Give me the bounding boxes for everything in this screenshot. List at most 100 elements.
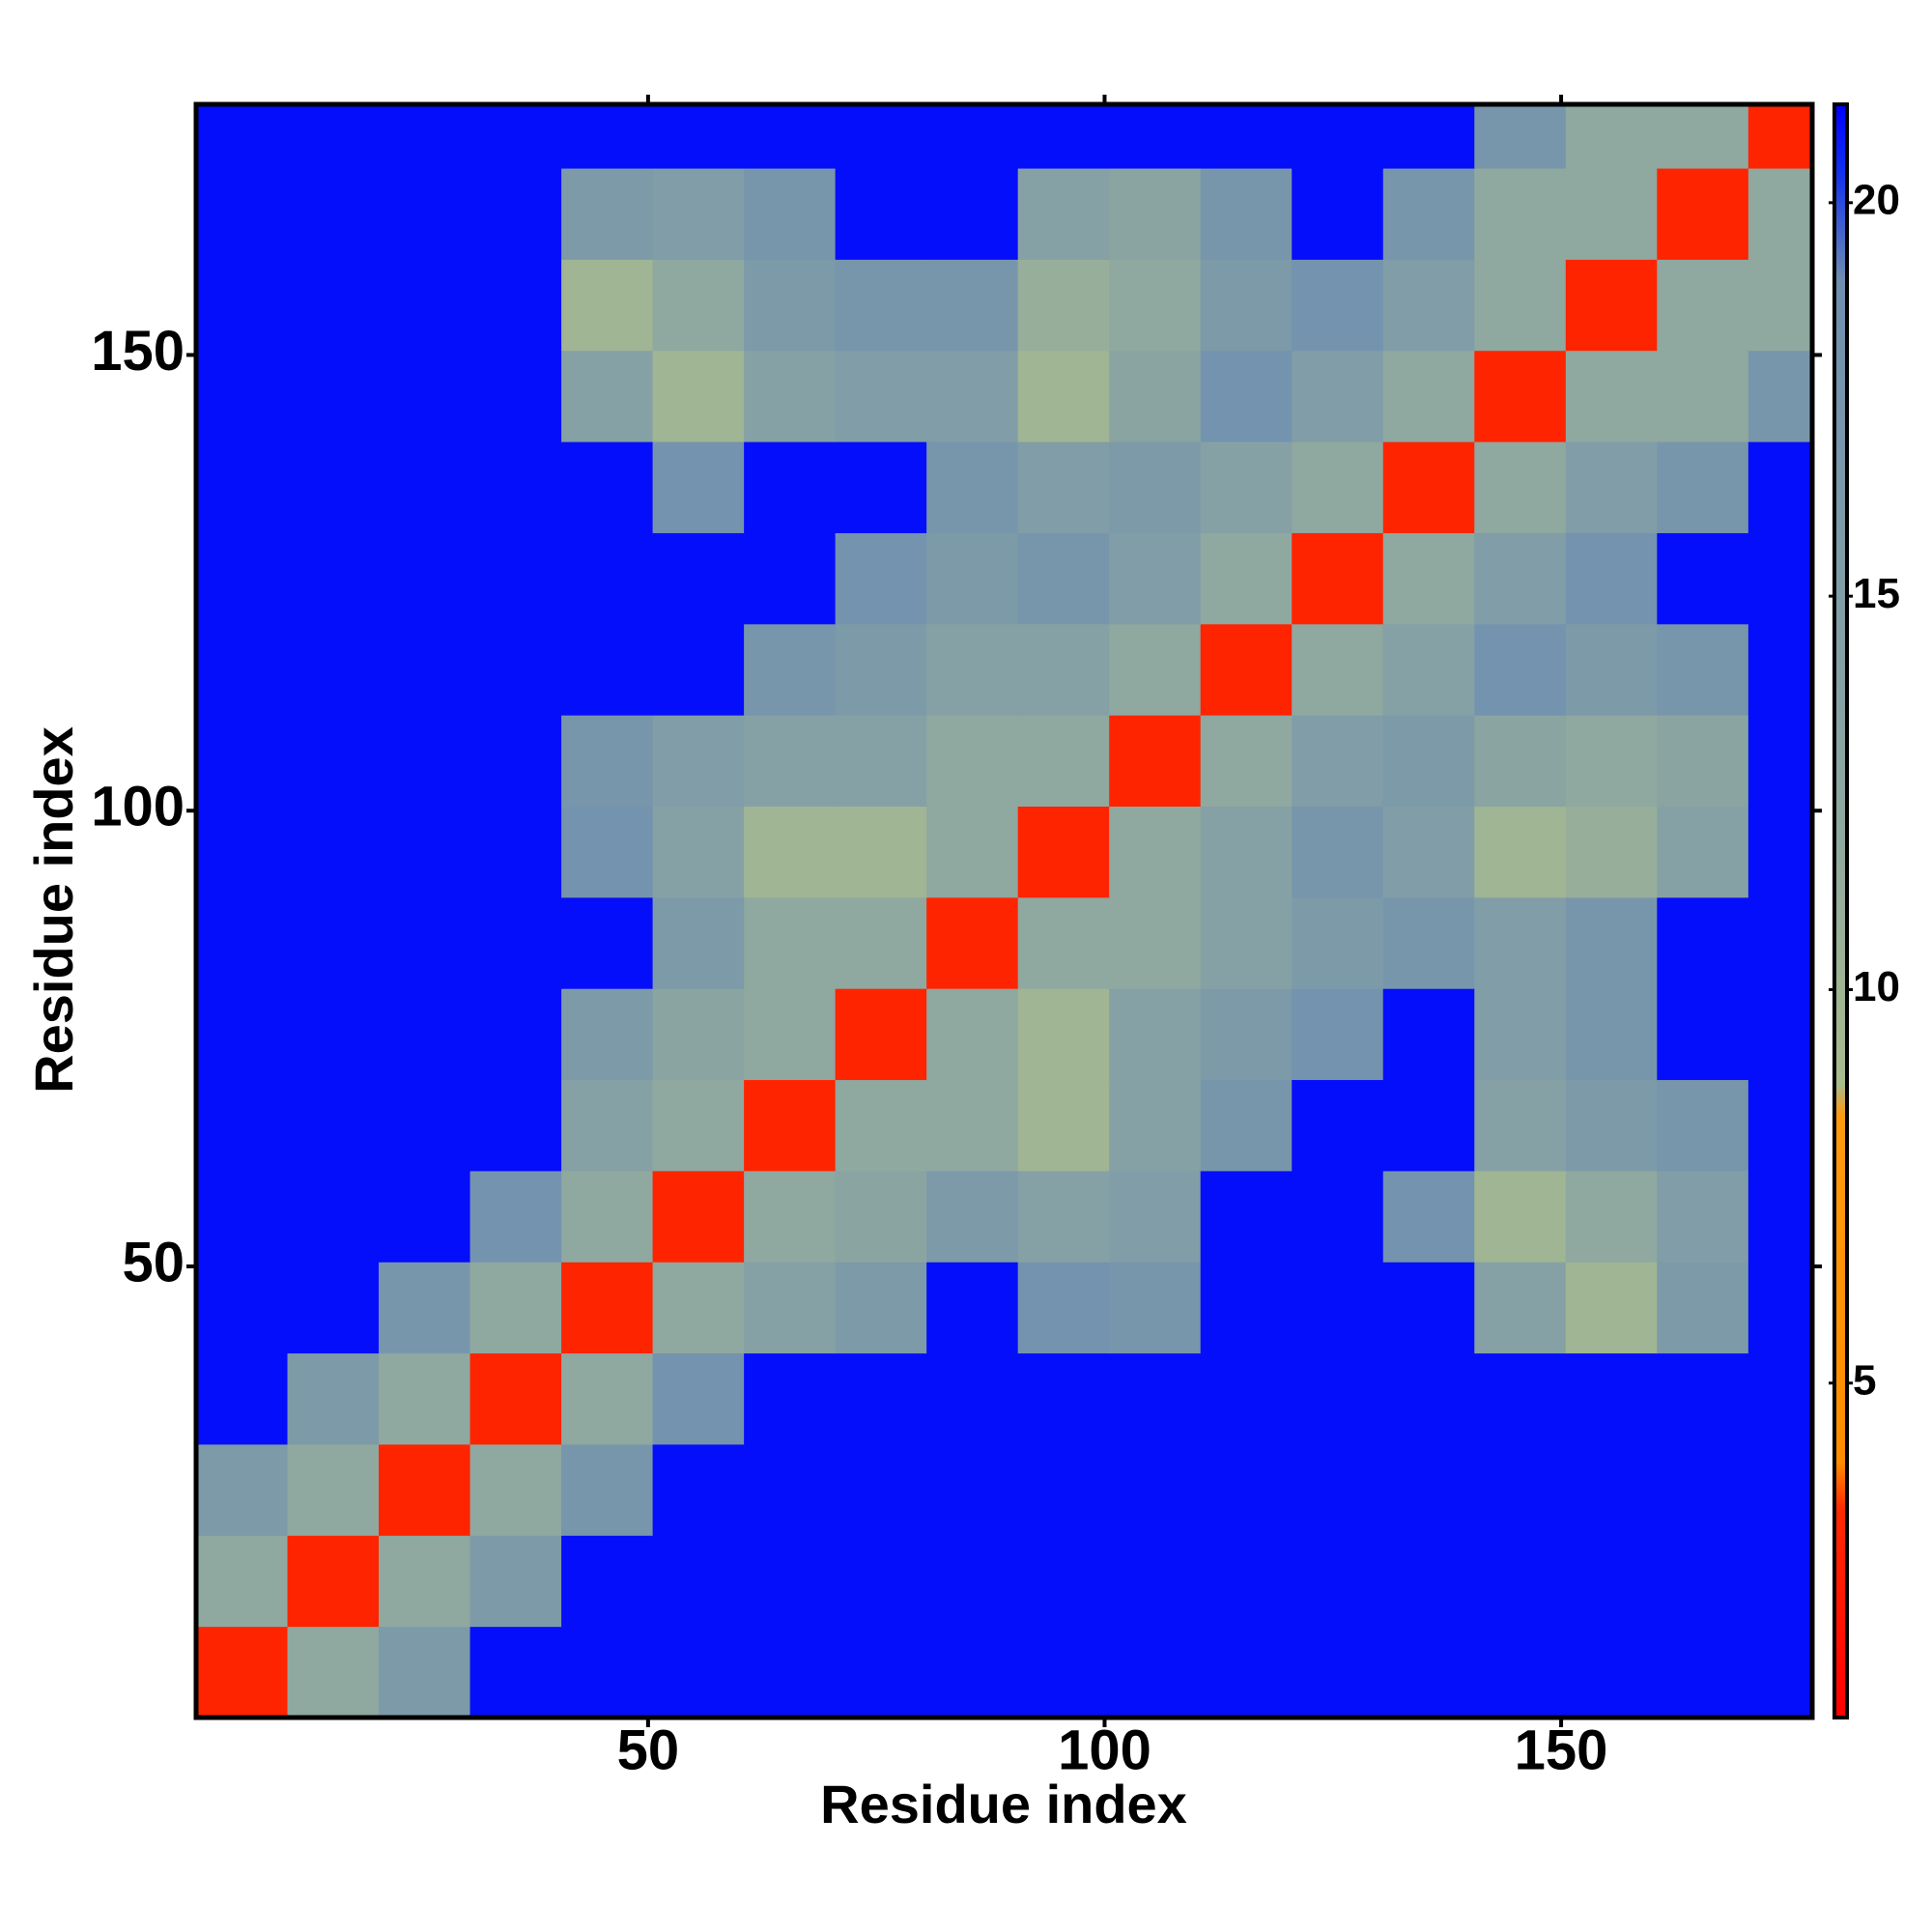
heatmap-cell	[561, 988, 654, 1081]
heatmap-cell	[1109, 896, 1202, 989]
heatmap-cell	[196, 1262, 289, 1354]
heatmap-cell	[1657, 715, 1749, 807]
heatmap-cell	[1747, 715, 1813, 807]
heatmap-cell	[652, 532, 745, 625]
heatmap-cell	[1382, 1443, 1475, 1536]
heatmap-cell	[1109, 715, 1202, 807]
heatmap-cell	[379, 623, 471, 716]
heatmap-cell	[835, 1352, 927, 1445]
heatmap-cell	[1017, 104, 1110, 169]
heatmap-cell	[1657, 259, 1749, 352]
heatmap-cell	[469, 104, 562, 169]
heatmap-cell	[744, 1535, 837, 1628]
heatmap-cell	[744, 259, 837, 352]
heatmap-cell	[379, 1626, 471, 1719]
heatmap-cell	[1017, 350, 1110, 442]
heatmap-cell	[744, 1626, 837, 1719]
heatmap-cell	[469, 1352, 562, 1445]
heatmap-cell	[196, 896, 289, 989]
heatmap-cell	[1565, 1352, 1658, 1445]
heatmap-cell	[1657, 1443, 1749, 1536]
heatmap-cell	[379, 1352, 471, 1445]
heatmap-cell	[652, 988, 745, 1081]
heatmap-cell	[1200, 715, 1293, 807]
heatmap-cell	[1565, 532, 1658, 625]
heatmap-cell	[652, 1262, 745, 1354]
heatmap-cell	[926, 715, 1019, 807]
heatmap-cell	[1200, 104, 1293, 169]
heatmap-cell	[1109, 350, 1202, 442]
heatmap-cell	[196, 988, 289, 1081]
heatmap-cell	[1657, 806, 1749, 898]
heatmap-cell	[1657, 1626, 1749, 1719]
heatmap-cell	[1200, 1170, 1293, 1263]
heatmap-cell	[1292, 1262, 1384, 1354]
heatmap-cell	[287, 988, 380, 1081]
heatmap-cell	[1017, 623, 1110, 716]
heatmap-cell	[835, 715, 927, 807]
heatmap-cell	[1382, 1352, 1475, 1445]
heatmap-cell	[1017, 806, 1110, 898]
heatmap-cell	[1109, 168, 1202, 260]
heatmap-cell	[1017, 441, 1110, 533]
heatmap-cell	[1109, 1443, 1202, 1536]
y-tick-label: 100	[91, 776, 185, 838]
heatmap-cell	[469, 1079, 562, 1172]
heatmap-cell	[561, 1262, 654, 1354]
heatmap-cell	[1747, 896, 1813, 989]
heatmap-cell	[1382, 1079, 1475, 1172]
heatmap-cell	[1200, 1079, 1293, 1172]
heatmap-cell	[926, 1535, 1019, 1628]
heatmap-cell	[379, 1443, 471, 1536]
heatmap-cell	[1474, 532, 1567, 625]
heatmap-cell	[1565, 715, 1658, 807]
heatmap-cell	[1657, 1262, 1749, 1354]
heatmap-cell	[1747, 1079, 1813, 1172]
heatmap-cell	[1382, 988, 1475, 1081]
heatmap-cell	[1474, 1079, 1567, 1172]
heatmap-cell	[1565, 1443, 1658, 1536]
heatmap-cell	[287, 1262, 380, 1354]
heatmap-cell	[1382, 350, 1475, 442]
heatmap-cell	[1565, 1079, 1658, 1172]
heatmap-cell	[287, 259, 380, 352]
heatmap-cell	[287, 104, 380, 169]
heatmap-cell	[1109, 441, 1202, 533]
heatmap-cell	[1747, 988, 1813, 1081]
colorbar: 5 10 15 20	[1829, 102, 1900, 1719]
heatmap-cell	[379, 896, 471, 989]
heatmap-cell	[835, 1626, 927, 1719]
heatmap-cell	[1017, 715, 1110, 807]
heatmap-cell	[1017, 168, 1110, 260]
heatmap-cell	[379, 532, 471, 625]
heatmap-cell	[926, 806, 1019, 898]
heatmap-cell	[287, 715, 380, 807]
heatmap-cell	[1747, 1443, 1813, 1536]
heatmap-cell	[1292, 104, 1384, 169]
x-tick-label: 50	[617, 1719, 680, 1781]
heatmap-cell	[469, 350, 562, 442]
y-tick-label: 50	[122, 1231, 185, 1293]
heatmap-cell	[1292, 1626, 1384, 1719]
heatmap-cell	[1474, 715, 1567, 807]
heatmap-cell	[561, 623, 654, 716]
heatmap-cell	[1474, 1443, 1567, 1536]
heatmap-cell	[926, 350, 1019, 442]
heatmap-cell	[1292, 896, 1384, 989]
heatmap-cell	[1017, 896, 1110, 989]
heatmap-cell	[1657, 104, 1749, 169]
heatmap-cell	[1200, 896, 1293, 989]
heatmap-cell	[1017, 259, 1110, 352]
heatmap-cell	[1474, 623, 1567, 716]
heatmap-cell	[196, 623, 289, 716]
heatmap-cell	[926, 1079, 1019, 1172]
heatmap-cell	[1747, 623, 1813, 716]
heatmap-cell	[1200, 806, 1293, 898]
heatmap-cell	[926, 988, 1019, 1081]
colorbar-tick-label: 10	[1853, 963, 1900, 1010]
heatmap-cell	[196, 715, 289, 807]
heatmap-cell	[287, 806, 380, 898]
heatmap-cell	[561, 896, 654, 989]
colorbar-tick-label: 5	[1853, 1356, 1876, 1404]
